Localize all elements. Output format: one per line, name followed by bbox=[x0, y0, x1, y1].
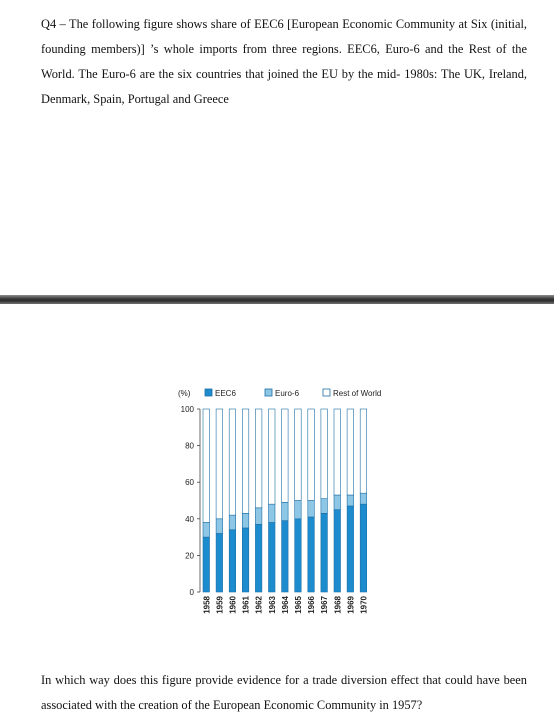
bar-1964-euro-6 bbox=[281, 502, 289, 521]
bar-1970-rest-of-world bbox=[359, 408, 367, 494]
bar-1961-rest-of-world bbox=[242, 408, 250, 514]
bar-1969-eec6 bbox=[346, 505, 354, 593]
stacked-bar-chart: (%) EEC6 Euro-6 Rest of World 0 20 40 60 80 100 19… bbox=[178, 388, 381, 614]
x-tick-label-1960: 1960 bbox=[228, 595, 237, 613]
y-tick-label-20: 20 bbox=[185, 551, 194, 560]
legend-label-2: Rest of World bbox=[333, 389, 381, 398]
y-axis-label: (%) bbox=[178, 389, 191, 398]
x-tick-label-1968: 1968 bbox=[333, 595, 342, 613]
bar-1968-rest-of-world bbox=[333, 408, 341, 496]
bar-1969-rest-of-world bbox=[346, 408, 354, 496]
section-divider bbox=[0, 295, 554, 304]
bar-1962-euro-6 bbox=[255, 507, 263, 525]
x-tick-label-1959: 1959 bbox=[215, 595, 224, 613]
x-tick-label-1963: 1963 bbox=[268, 595, 277, 613]
question-text: Q4 – The following figure shows share of… bbox=[41, 17, 527, 106]
bar-1958-euro-6 bbox=[202, 522, 210, 538]
bar-1967-euro-6 bbox=[320, 498, 328, 514]
y-tick-label-100: 100 bbox=[181, 405, 195, 414]
followup-question: In which way does this figure provide ev… bbox=[41, 673, 527, 712]
bar-1963-eec6 bbox=[268, 522, 276, 593]
x-tick-label-1961: 1961 bbox=[242, 595, 251, 613]
bar-1958-eec6 bbox=[202, 536, 210, 593]
x-tick-label-1967: 1967 bbox=[320, 595, 329, 613]
x-tick-label-1965: 1965 bbox=[294, 595, 303, 613]
bar-1969-euro-6 bbox=[346, 494, 354, 507]
bar-1970-eec6 bbox=[359, 503, 367, 593]
bar-1960-euro-6 bbox=[228, 514, 236, 531]
import-share-chart: (%) EEC6 Euro-6 Rest of World 0 20 40 60 80 100 19… bbox=[160, 382, 390, 632]
bar-1967-rest-of-world bbox=[320, 408, 328, 499]
bar-1959-eec6 bbox=[215, 533, 223, 593]
bar-1966-eec6 bbox=[307, 516, 315, 593]
legend-label-1: Euro-6 bbox=[275, 389, 300, 398]
bar-1959-euro-6 bbox=[215, 518, 223, 534]
bar-1963-euro-6 bbox=[268, 503, 276, 523]
x-tick-label-1969: 1969 bbox=[346, 595, 355, 613]
bar-1967-eec6 bbox=[320, 513, 328, 593]
bar-1963-rest-of-world bbox=[268, 408, 276, 505]
bar-1968-eec6 bbox=[333, 509, 341, 593]
x-tick-label-1966: 1966 bbox=[307, 595, 316, 613]
bar-1960-eec6 bbox=[228, 529, 236, 593]
legend-swatch-0 bbox=[204, 388, 213, 397]
y-tick-label-0: 0 bbox=[190, 588, 195, 597]
x-tick-label-1970: 1970 bbox=[359, 595, 368, 613]
bar-1965-rest-of-world bbox=[294, 408, 302, 501]
bar-1965-euro-6 bbox=[294, 500, 302, 520]
bar-1965-eec6 bbox=[294, 518, 302, 593]
bar-1970-euro-6 bbox=[359, 492, 367, 505]
bar-1962-eec6 bbox=[255, 523, 263, 593]
bar-1961-euro-6 bbox=[242, 513, 250, 529]
y-tick-label-80: 80 bbox=[185, 442, 194, 451]
bar-1961-eec6 bbox=[242, 527, 250, 593]
legend-label-0: EEC6 bbox=[215, 389, 236, 398]
bar-1959-rest-of-world bbox=[215, 408, 223, 520]
bar-1966-euro-6 bbox=[307, 500, 315, 518]
legend-swatch-1 bbox=[264, 388, 273, 397]
bar-1960-rest-of-world bbox=[228, 408, 236, 516]
x-tick-label-1964: 1964 bbox=[281, 595, 290, 613]
bar-1968-euro-6 bbox=[333, 494, 341, 510]
bar-1964-eec6 bbox=[281, 520, 289, 593]
bar-1964-rest-of-world bbox=[281, 408, 289, 503]
bar-1958-rest-of-world bbox=[202, 408, 210, 523]
x-tick-label-1962: 1962 bbox=[255, 595, 264, 613]
y-tick-label-60: 60 bbox=[185, 478, 194, 487]
y-tick-label-40: 40 bbox=[185, 515, 194, 524]
x-tick-label-1958: 1958 bbox=[202, 595, 211, 613]
bar-1962-rest-of-world bbox=[255, 408, 263, 509]
legend-swatch-2 bbox=[322, 388, 331, 397]
bar-1966-rest-of-world bbox=[307, 408, 315, 501]
